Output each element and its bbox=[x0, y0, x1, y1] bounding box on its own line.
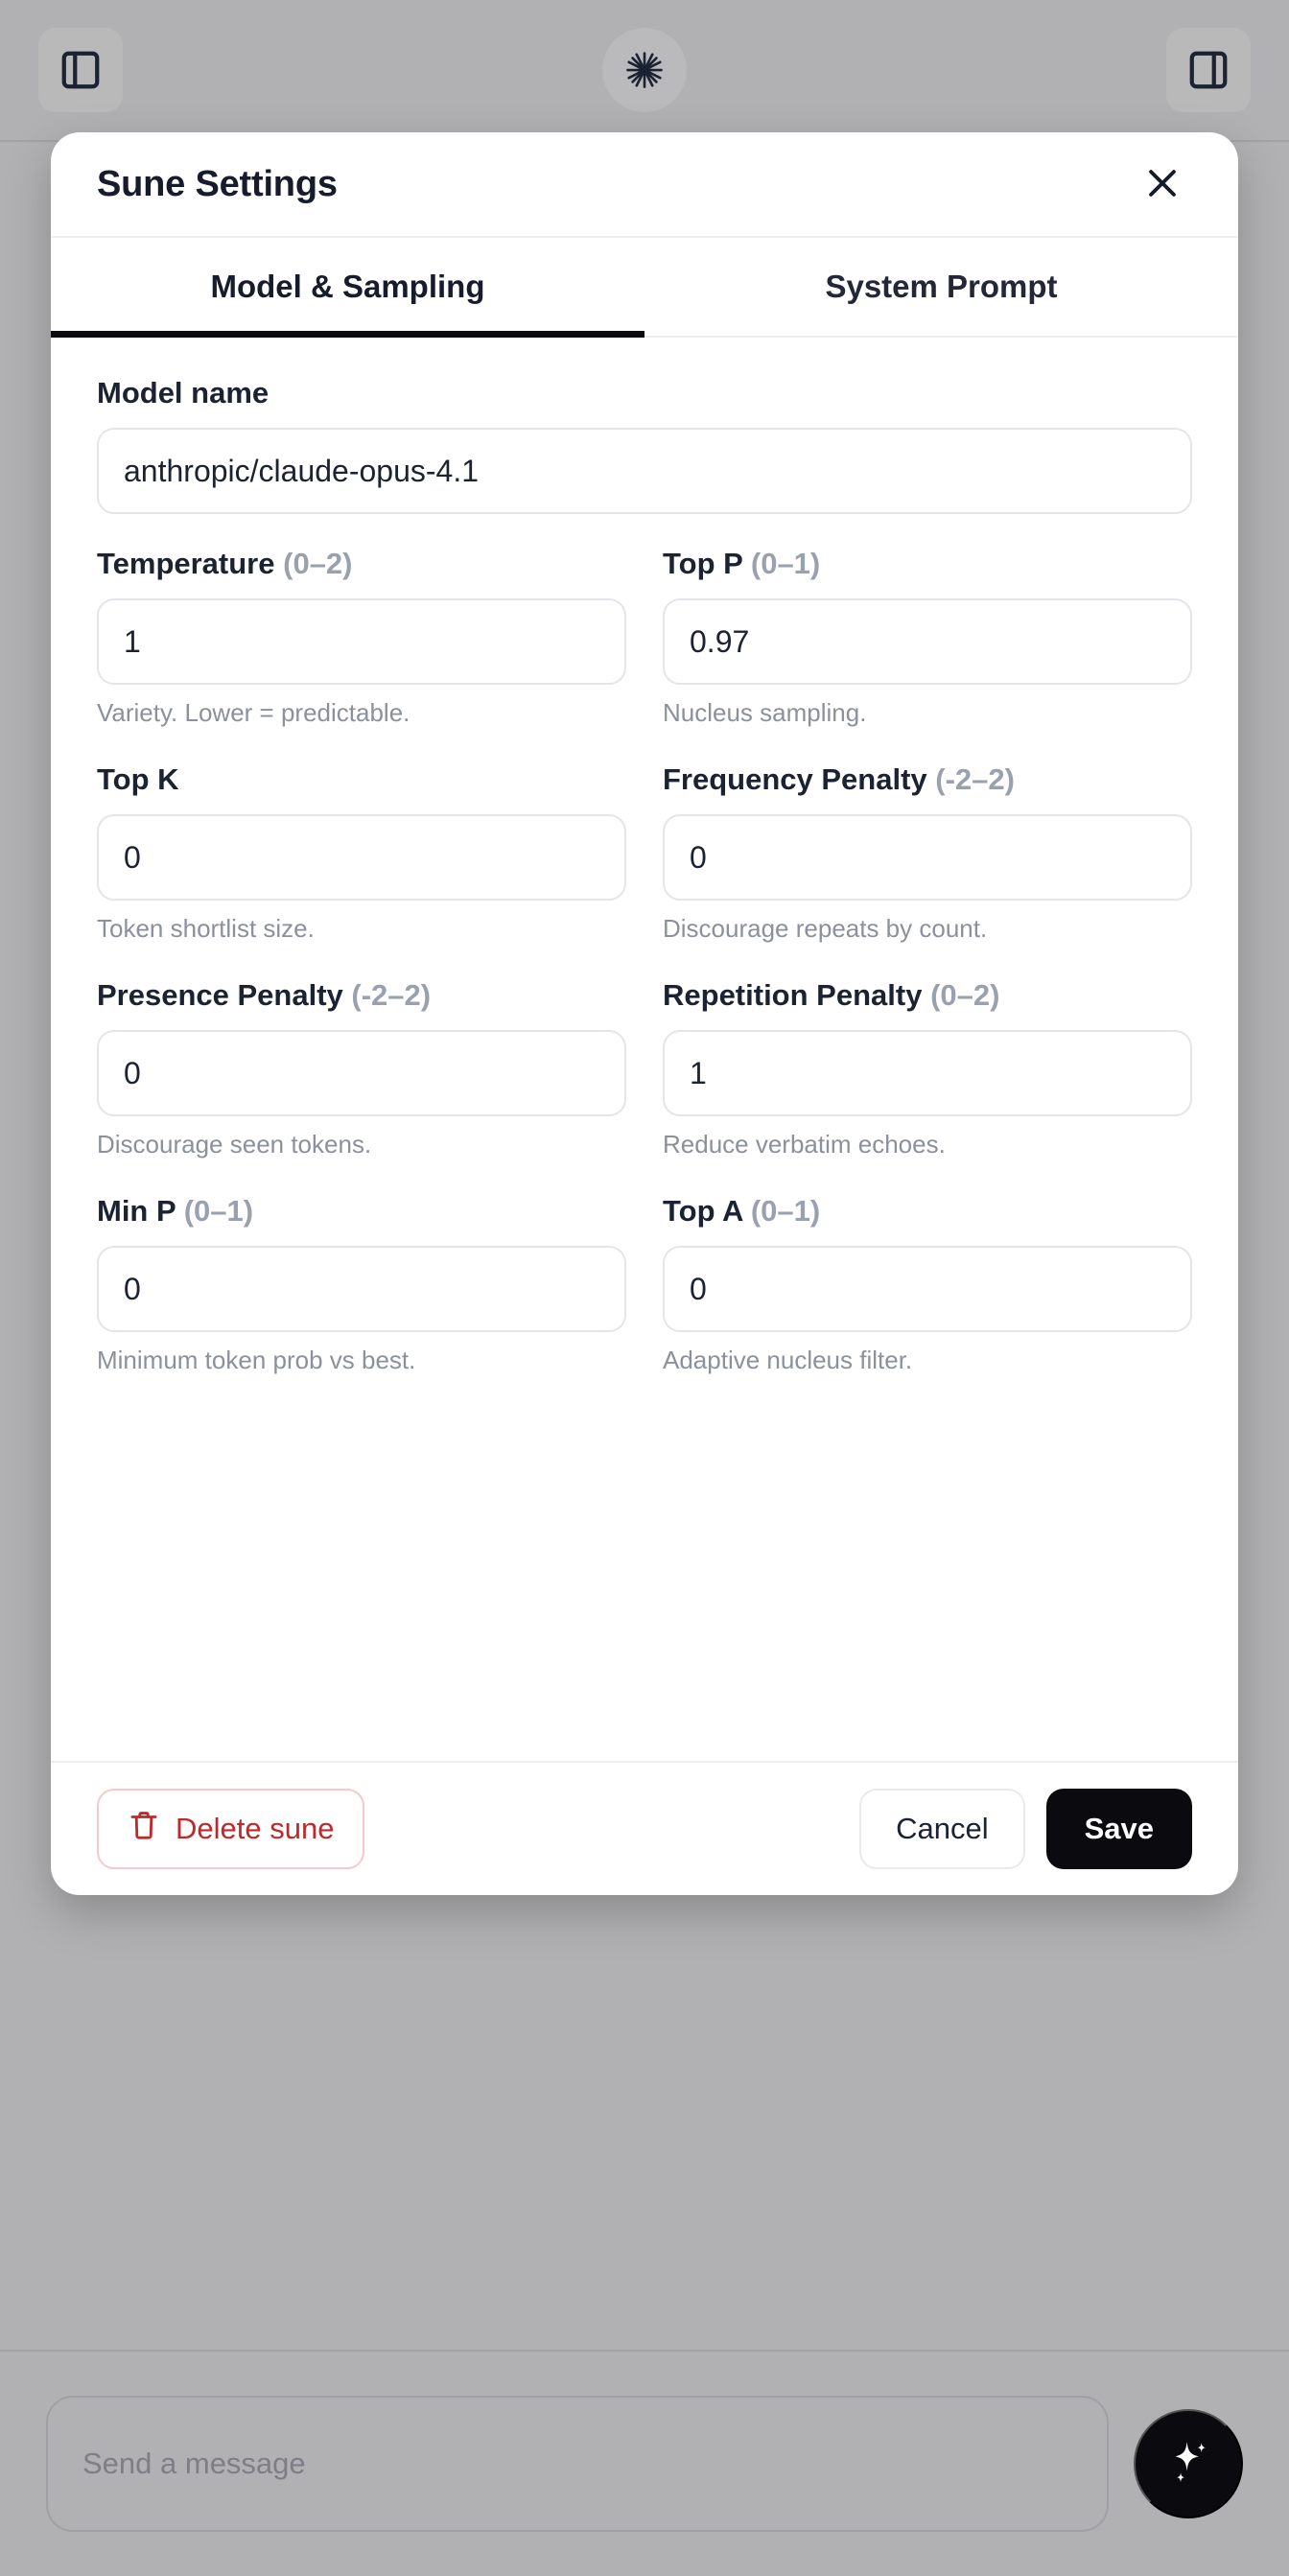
message-input-placeholder: Send a message bbox=[82, 2447, 306, 2480]
temperature-range: (0–2) bbox=[283, 547, 353, 580]
min-p-input[interactable]: 0 bbox=[97, 1246, 626, 1332]
tab-system-prompt-label: System Prompt bbox=[825, 269, 1058, 304]
top-k-value: 0 bbox=[124, 839, 141, 875]
cancel-button-label: Cancel bbox=[896, 1812, 989, 1845]
field-temperature: Temperature (0–2) 1 Variety. Lower = pre… bbox=[97, 547, 626, 749]
cancel-button[interactable]: Cancel bbox=[859, 1789, 1025, 1869]
send-message-button[interactable] bbox=[1134, 2409, 1243, 2518]
repetition-penalty-label-text: Repetition Penalty bbox=[663, 978, 923, 1012]
dialog-tabs: Model & Sampling System Prompt bbox=[51, 238, 1238, 338]
top-k-label: Top K bbox=[97, 762, 626, 797]
frequency-penalty-label-text: Frequency Penalty bbox=[663, 762, 927, 796]
sparkle-icon bbox=[1161, 2436, 1215, 2493]
top-p-range: (0–1) bbox=[750, 547, 821, 580]
repetition-penalty-value: 1 bbox=[690, 1055, 707, 1090]
repetition-penalty-label: Repetition Penalty (0–2) bbox=[663, 978, 1192, 1013]
sampling-parameters-grid: Temperature (0–2) 1 Variety. Lower = pre… bbox=[97, 547, 1192, 1410]
frequency-penalty-input[interactable]: 0 bbox=[663, 814, 1192, 901]
top-a-input[interactable]: 0 bbox=[663, 1246, 1192, 1332]
save-button[interactable]: Save bbox=[1045, 1789, 1192, 1869]
delete-sune-button[interactable]: Delete sune bbox=[97, 1789, 365, 1869]
panel-right-icon bbox=[1186, 48, 1230, 92]
field-top-k: Top K 0 Token shortlist size. bbox=[97, 762, 626, 965]
close-icon bbox=[1141, 162, 1184, 207]
top-a-label: Top A (0–1) bbox=[663, 1194, 1192, 1229]
top-k-input[interactable]: 0 bbox=[97, 814, 626, 901]
close-dialog-button[interactable] bbox=[1133, 154, 1192, 214]
sune-settings-dialog: Sune Settings Model & Sampling System Pr… bbox=[51, 132, 1238, 1895]
tab-system-prompt[interactable]: System Prompt bbox=[644, 238, 1238, 336]
top-k-hint: Token shortlist size. bbox=[97, 914, 315, 943]
min-p-label-text: Min P bbox=[97, 1194, 176, 1228]
top-p-value: 0.97 bbox=[690, 623, 750, 659]
field-min-p: Min P (0–1) 0 Minimum token prob vs best… bbox=[97, 1194, 626, 1396]
frequency-penalty-range: (-2–2) bbox=[935, 762, 1015, 796]
field-top-a: Top A (0–1) 0 Adaptive nucleus filter. bbox=[663, 1194, 1192, 1396]
repetition-penalty-input[interactable]: 1 bbox=[663, 1030, 1192, 1116]
repetition-penalty-range: (0–2) bbox=[930, 978, 1000, 1012]
footer-actions: Cancel Save bbox=[859, 1789, 1192, 1869]
frequency-penalty-value: 0 bbox=[690, 839, 707, 875]
field-repetition-penalty: Repetition Penalty (0–2) 1 Reduce verbat… bbox=[663, 978, 1192, 1181]
repetition-penalty-hint: Reduce verbatim echoes. bbox=[663, 1130, 946, 1159]
presence-penalty-hint: Discourage seen tokens. bbox=[97, 1130, 372, 1159]
top-p-label: Top P (0–1) bbox=[663, 547, 1192, 581]
field-top-p: Top P (0–1) 0.97 Nucleus sampling. bbox=[663, 547, 1192, 749]
model-name-input[interactable]: anthropic/claude-opus-4.1 bbox=[97, 428, 1192, 514]
toggle-left-sidebar-button[interactable] bbox=[38, 28, 123, 112]
presence-penalty-label-text: Presence Penalty bbox=[97, 978, 343, 1012]
top-p-input[interactable]: 0.97 bbox=[663, 598, 1192, 685]
min-p-label: Min P (0–1) bbox=[97, 1194, 626, 1229]
min-p-value: 0 bbox=[124, 1271, 141, 1306]
sunburst-icon bbox=[624, 50, 665, 90]
top-p-hint: Nucleus sampling. bbox=[663, 698, 867, 727]
frequency-penalty-hint: Discourage repeats by count. bbox=[663, 914, 988, 943]
temperature-label-text: Temperature bbox=[97, 547, 275, 580]
field-frequency-penalty: Frequency Penalty (-2–2) 0 Discourage re… bbox=[663, 762, 1192, 965]
dialog-body: Model name anthropic/claude-opus-4.1 Tem… bbox=[51, 338, 1238, 1761]
presence-penalty-input[interactable]: 0 bbox=[97, 1030, 626, 1116]
page-title: Sune Settings bbox=[97, 163, 338, 204]
top-k-label-text: Top K bbox=[97, 762, 179, 796]
min-p-range: (0–1) bbox=[183, 1194, 254, 1228]
temperature-input[interactable]: 1 bbox=[97, 598, 626, 685]
message-composer: Send a message bbox=[0, 2350, 1289, 2576]
dialog-footer: Delete sune Cancel Save bbox=[51, 1761, 1238, 1895]
temperature-value: 1 bbox=[124, 623, 141, 659]
tab-model-and-sampling[interactable]: Model & Sampling bbox=[51, 238, 644, 338]
model-name-label: Model name bbox=[97, 376, 270, 410]
top-a-hint: Adaptive nucleus filter. bbox=[663, 1346, 913, 1374]
save-button-label: Save bbox=[1084, 1812, 1154, 1845]
top-a-range: (0–1) bbox=[750, 1194, 821, 1228]
presence-penalty-label: Presence Penalty (-2–2) bbox=[97, 978, 626, 1013]
top-a-value: 0 bbox=[690, 1271, 707, 1306]
delete-sune-label: Delete sune bbox=[176, 1812, 335, 1845]
field-presence-penalty: Presence Penalty (-2–2) 0 Discourage see… bbox=[97, 978, 626, 1181]
top-a-label-text: Top A bbox=[663, 1194, 743, 1228]
temperature-label: Temperature (0–2) bbox=[97, 547, 626, 581]
trash-icon bbox=[128, 1809, 160, 1849]
top-p-label-text: Top P bbox=[663, 547, 743, 580]
app-logo-button[interactable] bbox=[602, 28, 687, 112]
panel-left-icon bbox=[59, 48, 103, 92]
model-name-value: anthropic/claude-opus-4.1 bbox=[124, 453, 480, 488]
top-bar bbox=[0, 0, 1289, 142]
frequency-penalty-label: Frequency Penalty (-2–2) bbox=[663, 762, 1192, 797]
toggle-right-sidebar-button[interactable] bbox=[1166, 28, 1251, 112]
tab-model-and-sampling-label: Model & Sampling bbox=[210, 269, 485, 304]
min-p-hint: Minimum token prob vs best. bbox=[97, 1346, 416, 1374]
temperature-hint: Variety. Lower = predictable. bbox=[97, 698, 410, 727]
dialog-header: Sune Settings bbox=[51, 132, 1238, 238]
presence-penalty-value: 0 bbox=[124, 1055, 141, 1090]
message-input[interactable]: Send a message bbox=[46, 2396, 1109, 2532]
model-name-group: Model name anthropic/claude-opus-4.1 bbox=[97, 376, 1192, 514]
presence-penalty-range: (-2–2) bbox=[351, 978, 432, 1012]
